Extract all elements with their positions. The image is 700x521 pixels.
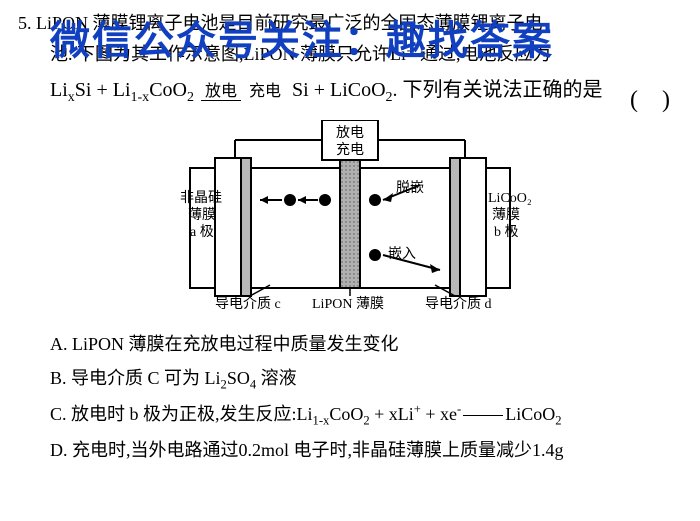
dg-charge: 充电 bbox=[336, 142, 364, 158]
frac-bot: 充电 bbox=[245, 83, 285, 100]
equation: LixSi + Li1-xCoO2 放电 充电 Si + LiCoO2. 下列有… bbox=[50, 73, 682, 110]
fraction: 放电 充电 bbox=[201, 78, 285, 105]
dg-a2: 薄膜 bbox=[188, 207, 216, 223]
dg-medium-d: 导电介质 d bbox=[425, 296, 492, 312]
opt-b-tail: 溶液 bbox=[256, 368, 297, 388]
eq-sub2b: 2 bbox=[386, 90, 393, 105]
battery-diagram: 放电 充电 bbox=[160, 120, 540, 320]
eq-subx: x bbox=[68, 90, 75, 105]
option-a: A. LiPON 薄膜在充放电过程中质量发生变化 bbox=[50, 328, 682, 361]
eq-sub2a: 2 bbox=[187, 90, 194, 105]
opt-c-s3: 2 bbox=[555, 414, 561, 428]
dg-discharge: 放电 bbox=[336, 125, 364, 141]
dg-a3: a 极 bbox=[190, 224, 214, 240]
dg-lipon: LiPON 薄膜 bbox=[312, 296, 384, 312]
dg-b3: b 极 bbox=[494, 224, 519, 240]
options-list: A. LiPON 薄膜在充放电过程中质量发生变化 B. 导电介质 C 可为 Li… bbox=[50, 328, 682, 467]
opt-b-pre: B. 导电介质 C 可为 Li bbox=[50, 368, 221, 388]
opt-c-sup1: + bbox=[414, 402, 421, 416]
dg-qianru: 嵌入 bbox=[388, 246, 416, 262]
eq-si: Si + Li bbox=[75, 79, 131, 101]
eq-sub1x: 1-x bbox=[131, 90, 150, 105]
eq-coo2: CoO bbox=[149, 79, 187, 101]
opt-c-m3: + xe bbox=[421, 404, 457, 424]
watermark-text: 微信公众号关注：趣找答案 bbox=[50, 8, 554, 66]
option-c: C. 放电时 b 极为正极,发生反应:Li1-xCoO 2 + xLi+ + xe… bbox=[50, 398, 682, 433]
option-b: B. 导电介质 C 可为 Li2SO4 溶液 bbox=[50, 362, 682, 397]
dg-tuoqian: 脱嵌 bbox=[396, 180, 424, 196]
dg-b1: LiCoO₂ bbox=[488, 191, 532, 206]
answer-paren: ( ) bbox=[630, 80, 670, 121]
dg-b2: 薄膜 bbox=[492, 207, 520, 223]
frac-top: 放电 bbox=[201, 83, 241, 101]
q-number: 5. bbox=[18, 13, 32, 33]
question-content: 5. LiPON 薄膜锂离子电池是目前研究最广泛的全固态薄膜锂离子电 池. 下图… bbox=[0, 0, 700, 476]
dg-a1: 非晶硅 bbox=[180, 190, 222, 206]
opt-b-so4: SO bbox=[227, 368, 250, 388]
opt-c-tail: LiCoO bbox=[505, 404, 555, 424]
eq-right: Si + LiCoO bbox=[292, 79, 386, 101]
opt-c-pre: C. 放电时 b 极为正极,发生反应:Li bbox=[50, 404, 313, 424]
eq-li: Li bbox=[50, 79, 68, 101]
opt-c-m1: CoO bbox=[329, 404, 363, 424]
dg-medium-c: 导电介质 c bbox=[215, 296, 281, 312]
opt-c-sup2: - bbox=[457, 402, 461, 416]
opt-c-m2: + xLi bbox=[370, 404, 414, 424]
eq-tail: . 下列有关说法正确的是 bbox=[393, 79, 603, 101]
opt-c-arrow bbox=[463, 415, 503, 416]
option-d: D. 充电时,当外电路通过0.2mol 电子时,非晶硅薄膜上质量减少1.4g bbox=[50, 434, 682, 467]
opt-c-s1: 1-x bbox=[313, 414, 330, 428]
